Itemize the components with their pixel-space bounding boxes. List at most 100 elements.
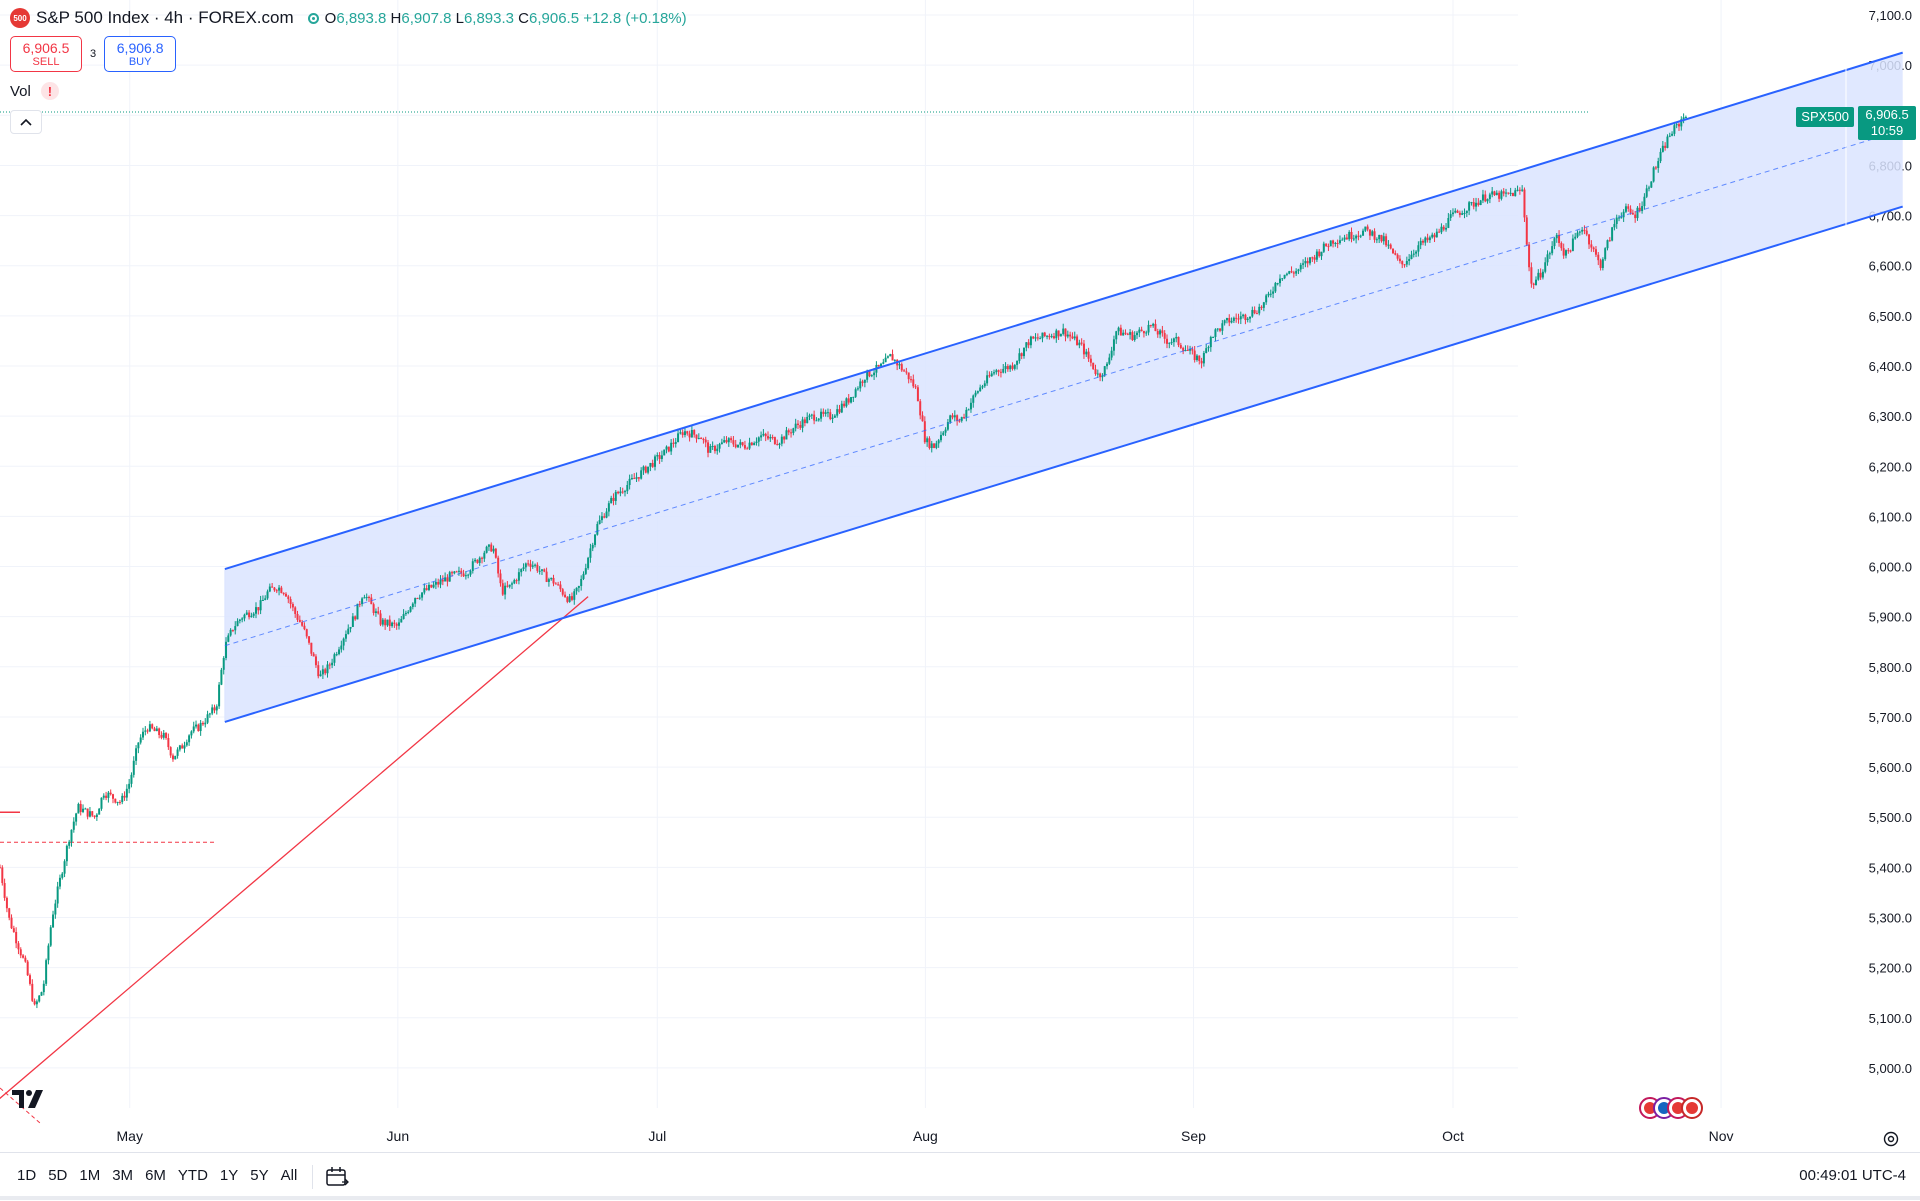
candle-body — [988, 375, 991, 377]
range-1d[interactable]: 1D — [17, 1167, 37, 1184]
x-tick-label: Nov — [1709, 1128, 1734, 1144]
buy-price: 6,906.8 — [116, 40, 164, 56]
candle-body — [663, 449, 666, 456]
candle-body — [432, 584, 435, 588]
candle-body — [1297, 269, 1300, 272]
range-6m[interactable]: 6M — [145, 1167, 166, 1184]
collapse-legend-button[interactable] — [10, 110, 42, 134]
sell-button[interactable]: 6,906.5 SELL — [10, 36, 82, 72]
candle-body — [741, 442, 744, 446]
candle-body — [979, 387, 982, 392]
candle-body — [243, 614, 246, 619]
volume-indicator[interactable]: Vol ! — [10, 82, 59, 100]
candle-body — [1281, 278, 1284, 280]
candle-body — [1601, 259, 1604, 268]
candle-body — [803, 419, 806, 424]
candle-body — [806, 416, 809, 424]
candle-body — [1661, 145, 1664, 152]
candle-body — [1108, 357, 1111, 364]
candle-body — [1657, 161, 1660, 169]
spread-value: 3 — [90, 48, 97, 60]
symbol-title[interactable]: S&P 500 Index · 4h · FOREX.com — [36, 8, 294, 27]
candle-body — [84, 808, 87, 810]
candle-body — [201, 722, 204, 725]
candle-body — [72, 821, 75, 830]
candle-body — [185, 742, 188, 746]
settings-gear-icon[interactable] — [1882, 1130, 1900, 1148]
range-1y[interactable]: 1Y — [219, 1167, 239, 1184]
candle-body — [1652, 167, 1655, 182]
candle-body — [1366, 226, 1369, 230]
candle-body — [1348, 231, 1351, 240]
candle-body — [1518, 189, 1521, 191]
candle-body — [26, 961, 29, 976]
candle-body — [1352, 238, 1355, 240]
candle-body — [1532, 283, 1535, 286]
candle-body — [866, 370, 869, 380]
candle-body — [780, 436, 783, 444]
candle-body — [490, 544, 493, 552]
close-value: 6,906.5 — [529, 9, 580, 27]
utc-clock[interactable]: 00:49:01 UTC-4 — [1799, 1167, 1906, 1184]
candlestick-chart[interactable]: 5,000.0 5,100.0 5,200.0 5,300.0 5,400.0 5,500… — [0, 0, 1920, 1152]
candle-body — [566, 597, 569, 602]
symbol-price-tag: SPX500 — [1796, 107, 1854, 127]
candle-body — [1267, 293, 1270, 296]
candle-body — [238, 619, 241, 621]
candle-body — [550, 577, 553, 580]
candle-body — [762, 433, 765, 436]
candle-body — [82, 808, 85, 812]
candle-body — [287, 596, 290, 600]
range-all[interactable]: All — [280, 1167, 298, 1184]
candle-body — [1249, 316, 1252, 319]
candle-body — [1514, 190, 1517, 197]
y-tick-label: 6,400.0 — [1869, 359, 1912, 374]
candle-body — [222, 658, 225, 670]
candle-body — [1608, 240, 1611, 242]
candle-body — [600, 516, 603, 521]
candle-body — [693, 430, 696, 435]
candle-body — [1498, 192, 1501, 199]
candle-body — [1064, 328, 1067, 337]
candle-body — [261, 599, 264, 601]
candle-body — [169, 747, 172, 756]
candle-body — [418, 597, 421, 599]
candle-body — [391, 622, 394, 627]
range-ytd[interactable]: YTD — [177, 1167, 208, 1184]
y-tick-label: 5,500.0 — [1869, 810, 1912, 825]
candle-body — [923, 421, 926, 443]
y-tick-label: 5,600.0 — [1869, 760, 1912, 775]
candle-body — [667, 446, 670, 452]
economic-events-icon[interactable] — [1638, 1096, 1704, 1120]
candle-body — [621, 491, 624, 493]
candle-body — [342, 638, 345, 646]
candle-body — [1156, 331, 1159, 335]
candle-body — [1225, 318, 1228, 321]
candle-body — [31, 983, 34, 1001]
candle-body — [1583, 229, 1586, 231]
candle-body — [501, 583, 504, 595]
candle-body — [1136, 332, 1139, 336]
range-3m[interactable]: 3M — [112, 1167, 134, 1184]
candle-body — [1320, 251, 1323, 257]
go-to-date-calendar-icon[interactable] — [324, 1165, 350, 1189]
candle-body — [252, 613, 255, 616]
warning-icon[interactable]: ! — [40, 82, 59, 100]
candle-body — [829, 412, 832, 419]
range-1m[interactable]: 1M — [79, 1167, 101, 1184]
candle-body — [1382, 236, 1385, 242]
range-5d[interactable]: 5D — [48, 1167, 68, 1184]
range-5y[interactable]: 5Y — [250, 1167, 269, 1184]
buy-button[interactable]: 6,906.8 BUY — [104, 36, 177, 72]
candle-body — [1103, 366, 1106, 376]
tradingview-logo-icon[interactable] — [12, 1088, 52, 1110]
candle-body — [748, 442, 751, 449]
candle-body — [937, 440, 940, 444]
candle-body — [582, 573, 585, 579]
candle-body — [1470, 202, 1473, 204]
candle-body — [598, 520, 601, 525]
volume-label[interactable]: Vol — [10, 82, 31, 100]
candle-body — [132, 760, 135, 775]
candle-body — [552, 577, 555, 584]
